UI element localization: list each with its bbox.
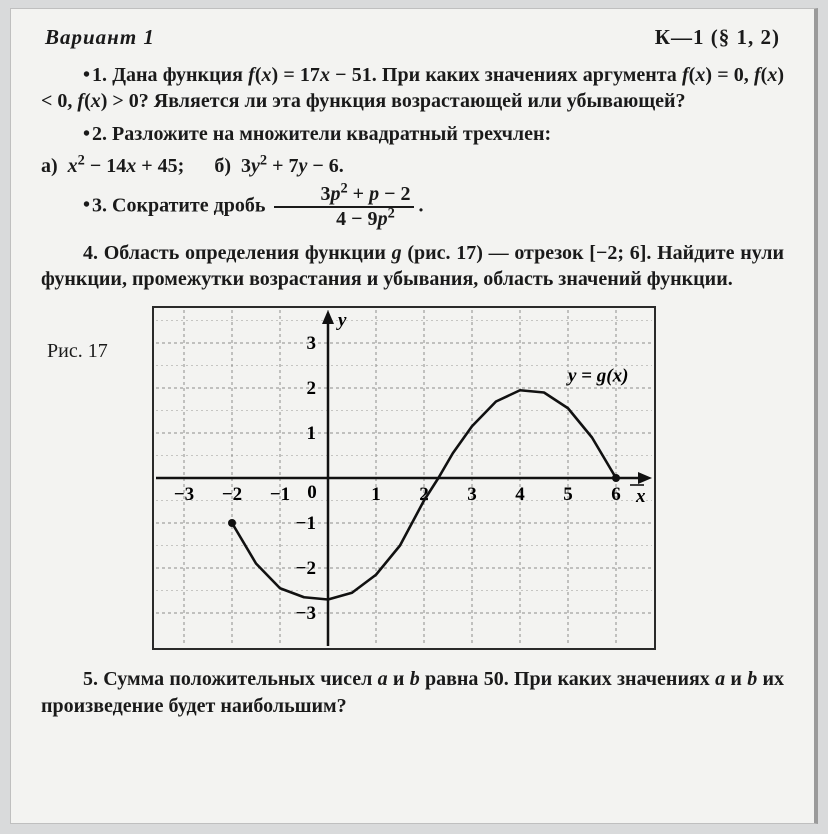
problem-1: 1. Дана функция f(x) = 17x − 51. При как… bbox=[41, 62, 784, 115]
svg-text:−2: −2 bbox=[222, 484, 242, 505]
svg-text:0: 0 bbox=[307, 482, 317, 503]
problem-4: 4. Область определения функции g (рис. 1… bbox=[41, 240, 784, 293]
svg-text:4: 4 bbox=[515, 484, 525, 505]
figure-block: Рис. 17 −3−2−10123456−3−2−1123xyy = g(x) bbox=[41, 306, 784, 650]
svg-text:2: 2 bbox=[306, 378, 316, 399]
svg-text:3: 3 bbox=[467, 484, 477, 505]
svg-text:y: y bbox=[336, 310, 347, 331]
svg-text:−3: −3 bbox=[295, 603, 315, 624]
header-code: К—1 (§ 1, 2) bbox=[655, 25, 780, 50]
figure-label: Рис. 17 bbox=[41, 306, 108, 363]
svg-text:6: 6 bbox=[611, 484, 621, 505]
svg-text:3: 3 bbox=[306, 333, 316, 354]
page: Вариант 1 К—1 (§ 1, 2) 1. Дана функция f… bbox=[10, 8, 818, 824]
chart-frame: −3−2−10123456−3−2−1123xyy = g(x) bbox=[152, 306, 656, 650]
svg-text:5: 5 bbox=[563, 484, 573, 505]
chart-svg: −3−2−10123456−3−2−1123xyy = g(x) bbox=[154, 308, 654, 648]
svg-text:y = g(x): y = g(x) bbox=[566, 366, 628, 387]
svg-text:−2: −2 bbox=[295, 558, 315, 579]
svg-text:x: x bbox=[635, 486, 646, 507]
svg-text:−1: −1 bbox=[270, 484, 290, 505]
problem-2-items: а) x2 − 14x + 45; б) 3y2 + 7y − 6. bbox=[41, 153, 784, 179]
problem-5: 5. Сумма положительных чисел a и b равна… bbox=[41, 666, 784, 719]
header-row: Вариант 1 К—1 (§ 1, 2) bbox=[41, 25, 784, 56]
svg-text:−1: −1 bbox=[295, 513, 315, 534]
problem-2-lead: 2. Разложите на множители квадратный тре… bbox=[41, 121, 784, 147]
variant-title: Вариант 1 bbox=[45, 25, 155, 50]
svg-text:1: 1 bbox=[371, 484, 381, 505]
svg-text:1: 1 bbox=[306, 423, 316, 444]
problem-3: 3. Сократите дробь 3p2 + p − 24 − 9p2. bbox=[41, 184, 784, 230]
svg-text:−3: −3 bbox=[174, 484, 194, 505]
